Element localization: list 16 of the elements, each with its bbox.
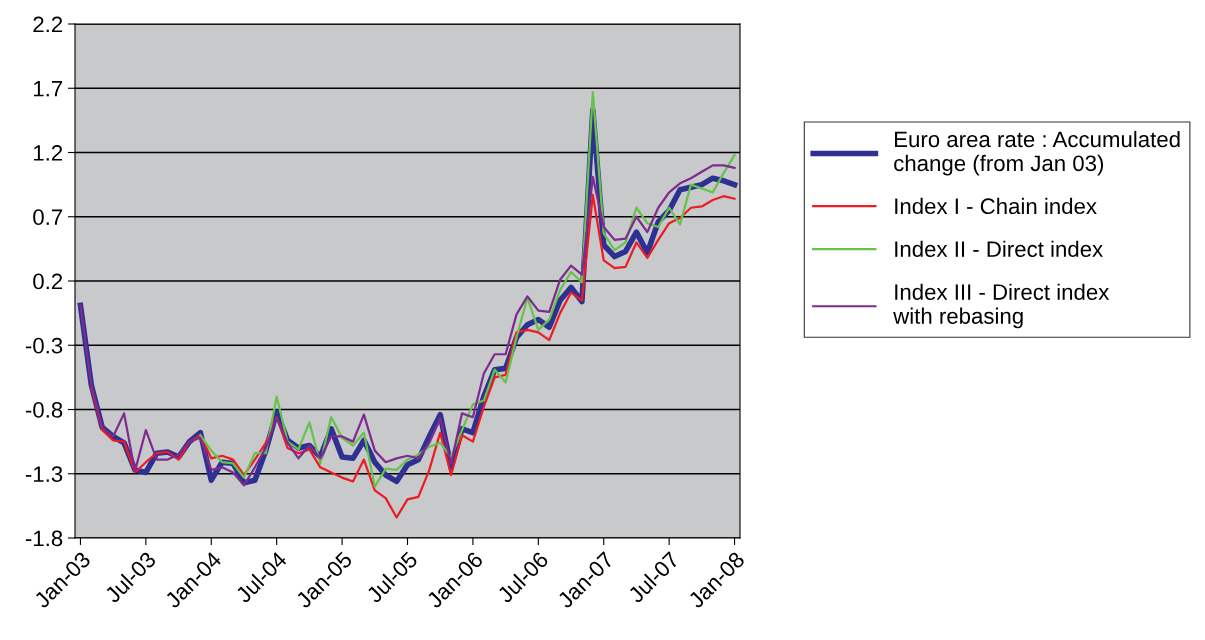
y-tick-label: 0.7	[33, 209, 63, 226]
legend-label: Index III - Direct index with rebasing	[893, 283, 1110, 329]
line-series	[79, 164, 736, 487]
legend-label: Index II - Direct index	[895, 240, 1103, 258]
legend-label: Euro area rate : Accumulated change (from Jan 03)	[894, 130, 1180, 176]
legend-label: Index I - Chain index	[895, 197, 1097, 215]
y-tick-label: -0.3	[25, 337, 63, 354]
line-series	[199, 91, 736, 488]
y-tick-label: 1.2	[34, 145, 63, 161]
y-tick-label: -0.8	[25, 402, 63, 418]
y-tick-label: 2.2	[33, 16, 63, 33]
y-tick-label: -1.8	[25, 530, 63, 547]
y-tick-label: 0.2	[33, 273, 63, 290]
y-tick-label: -1.3	[25, 466, 63, 483]
y-tick-label: 1.7	[34, 81, 63, 97]
line-series	[90, 193, 736, 519]
